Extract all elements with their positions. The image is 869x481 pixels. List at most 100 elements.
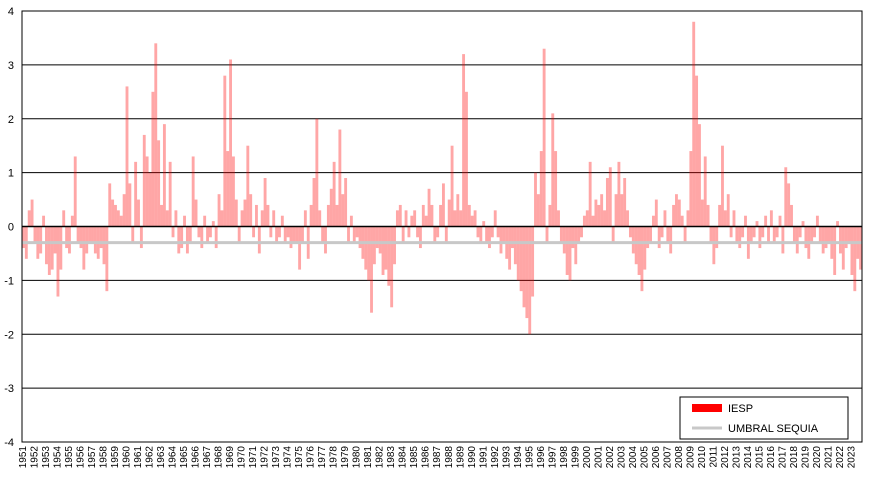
bar <box>122 194 126 227</box>
bar <box>729 226 733 238</box>
x-tick-label: 2018 <box>789 446 800 469</box>
bar <box>617 161 621 227</box>
x-tick-label: 1975 <box>294 446 305 469</box>
x-tick-label: 1983 <box>386 446 397 469</box>
bar <box>243 199 247 227</box>
bar <box>637 226 641 275</box>
bar <box>47 226 51 275</box>
bar <box>675 194 678 227</box>
bar <box>177 226 181 254</box>
bar <box>154 43 158 227</box>
bar <box>295 226 299 243</box>
x-tick-label: 2010 <box>697 446 708 469</box>
x-tick-label: 2005 <box>639 446 650 469</box>
x-tick-label: 2019 <box>800 446 811 469</box>
bar <box>844 226 848 249</box>
bar <box>672 204 676 227</box>
bar <box>557 210 560 227</box>
bar <box>393 226 396 265</box>
bar <box>142 134 146 227</box>
x-tick-label: 1951 <box>18 446 29 469</box>
bar <box>605 178 609 227</box>
bar <box>562 226 566 254</box>
x-tick-label: 1973 <box>271 446 282 469</box>
bar <box>620 194 624 227</box>
bar <box>203 215 207 227</box>
bar <box>349 215 353 227</box>
bar <box>686 210 690 227</box>
bar <box>220 210 224 227</box>
bar <box>634 226 638 265</box>
bar <box>695 75 699 227</box>
x-tick-label: 1992 <box>490 446 501 469</box>
bar <box>344 178 348 227</box>
bar <box>841 226 845 270</box>
bar <box>519 226 523 292</box>
bar <box>490 226 494 238</box>
x-tick-label: 2004 <box>628 446 639 469</box>
bar <box>191 156 195 227</box>
bar <box>453 210 457 227</box>
bar <box>298 226 302 270</box>
bar <box>479 226 483 243</box>
x-tick-label: 1954 <box>53 446 64 469</box>
x-tick-label: 2009 <box>685 446 696 469</box>
x-tick-label: 1986 <box>421 446 432 469</box>
bar <box>801 221 805 227</box>
legend-label: UMBRAL SEQUIA <box>728 423 819 435</box>
bar <box>767 226 770 243</box>
x-tick-label: 1991 <box>478 446 489 469</box>
bar <box>381 226 385 275</box>
bar <box>358 226 362 249</box>
bar <box>850 226 854 275</box>
x-tick-label: 1977 <box>317 446 328 469</box>
bar <box>600 194 604 227</box>
bar <box>680 215 684 227</box>
bar <box>732 210 736 227</box>
bar <box>88 226 92 243</box>
bar <box>640 226 644 292</box>
bar <box>151 91 155 227</box>
x-tick-label: 1976 <box>306 446 317 469</box>
bar <box>338 129 342 227</box>
bar <box>700 199 704 227</box>
bar <box>778 215 782 227</box>
bar <box>726 194 730 227</box>
bar <box>689 151 693 227</box>
x-tick-label: 1958 <box>99 446 110 469</box>
bar <box>447 199 451 227</box>
bar <box>827 226 831 243</box>
bar <box>427 188 431 227</box>
bar <box>462 54 466 227</box>
bar <box>280 215 284 227</box>
bar <box>347 226 350 243</box>
y-tick-label: 0 <box>8 222 14 234</box>
bar <box>45 226 48 265</box>
bar <box>473 210 477 227</box>
x-tick-label: 2014 <box>743 446 754 469</box>
bar <box>476 226 480 238</box>
bar <box>82 226 86 270</box>
bar <box>752 226 756 238</box>
bar <box>375 226 379 249</box>
bar <box>833 226 837 275</box>
bar <box>312 178 316 227</box>
bar <box>289 226 293 249</box>
bar <box>321 226 325 243</box>
bar <box>761 226 765 238</box>
bar <box>341 194 345 227</box>
bar <box>165 210 169 227</box>
bar <box>574 226 578 265</box>
bar <box>211 221 215 227</box>
bar <box>223 75 227 227</box>
x-tick-label: 1982 <box>375 446 386 469</box>
bar <box>433 226 437 243</box>
bar <box>847 226 851 243</box>
x-tick-label: 1989 <box>455 446 466 469</box>
bar <box>329 188 333 227</box>
bar <box>792 226 796 243</box>
bar <box>836 221 839 227</box>
bar <box>666 226 670 243</box>
bar <box>628 226 632 238</box>
bar <box>571 226 575 249</box>
